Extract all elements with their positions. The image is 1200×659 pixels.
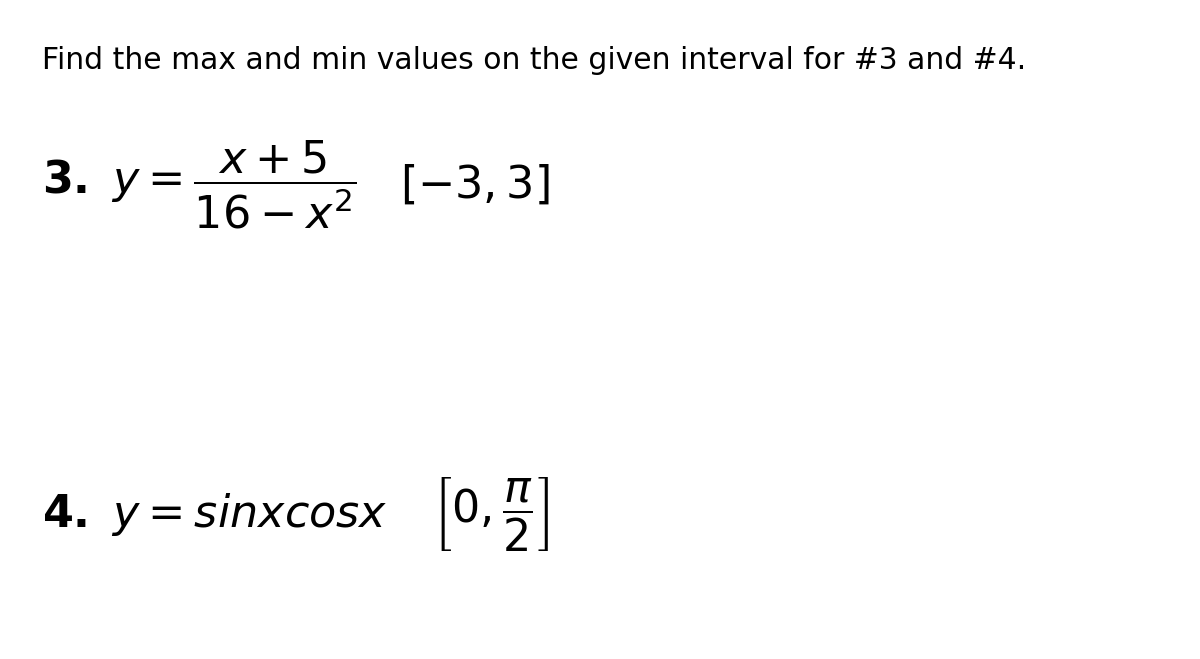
Text: $\mathbf{4.}\ \mathit{y} = \mathit{sinxcosx}$: $\mathbf{4.}\ \mathit{y} = \mathit{sinxc…: [42, 490, 388, 538]
Text: $\left[0,\dfrac{\pi}{2}\right]$: $\left[0,\dfrac{\pi}{2}\right]$: [433, 475, 550, 553]
Text: $[-3,3]$: $[-3,3]$: [400, 163, 550, 206]
Text: $\mathbf{3.}\ \mathit{y} = \dfrac{x+5}{16-x^2}$: $\mathbf{3.}\ \mathit{y} = \dfrac{x+5}{1…: [42, 138, 356, 231]
Text: Find the max and min values on the given interval for #3 and #4.: Find the max and min values on the given…: [42, 46, 1026, 75]
